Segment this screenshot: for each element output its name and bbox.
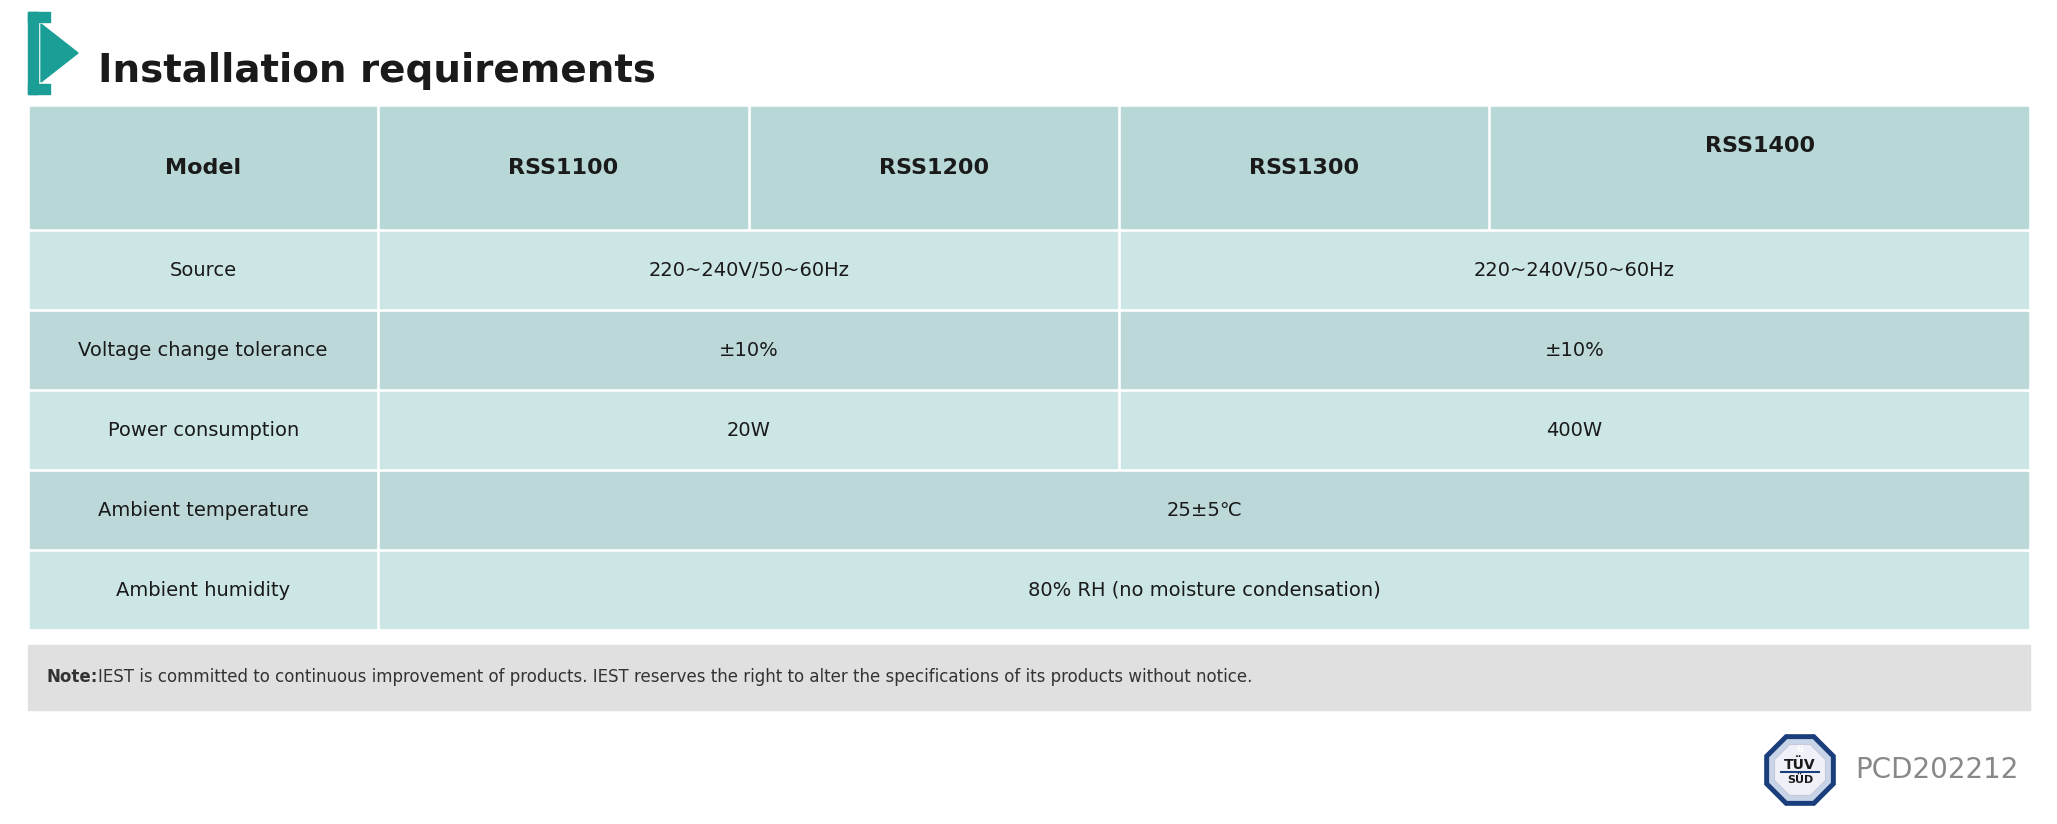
Bar — [1121, 107, 1487, 228]
Polygon shape — [1765, 735, 1835, 805]
Text: 80% RH (no moisture condensation): 80% RH (no moisture condensation) — [1028, 580, 1380, 600]
Text: Voltage change tolerance: Voltage change tolerance — [78, 340, 327, 359]
Text: ±10%: ±10% — [1545, 340, 1604, 359]
Bar — [1121, 232, 2028, 308]
Bar — [29, 84, 49, 94]
Bar — [381, 392, 1117, 468]
Bar — [29, 645, 2030, 710]
Text: RSS1300: RSS1300 — [1249, 157, 1360, 177]
Polygon shape — [1769, 739, 1831, 801]
Bar — [31, 552, 376, 628]
Bar — [31, 392, 376, 468]
Text: 220~240V/50~60Hz: 220~240V/50~60Hz — [648, 260, 850, 279]
Polygon shape — [41, 24, 78, 82]
Bar — [31, 312, 376, 388]
Text: PCD202212: PCD202212 — [1855, 756, 2018, 784]
Bar — [31, 232, 376, 308]
Text: Power consumption: Power consumption — [107, 420, 298, 439]
Text: SÜD: SÜD — [1788, 775, 1812, 785]
Bar — [381, 472, 2028, 548]
Bar — [751, 107, 1117, 228]
Text: ±10%: ±10% — [718, 340, 780, 359]
Text: 400W: 400W — [1547, 420, 1602, 439]
Text: 220~240V/50~60Hz: 220~240V/50~60Hz — [1475, 260, 1674, 279]
Bar — [1491, 107, 2028, 228]
Text: Model: Model — [165, 157, 241, 177]
Text: 20W: 20W — [726, 420, 771, 439]
Text: Source: Source — [169, 260, 237, 279]
Text: TÜV: TÜV — [1783, 758, 1816, 772]
Bar — [381, 312, 1117, 388]
Bar — [29, 12, 49, 22]
Text: IEST is committed to continuous improvement of products. IEST reserves the right: IEST is committed to continuous improvem… — [99, 668, 1253, 686]
Polygon shape — [1775, 745, 1825, 795]
Text: 25±5℃: 25±5℃ — [1166, 500, 1242, 519]
Bar — [381, 552, 2028, 628]
Text: Installation requirements: Installation requirements — [99, 52, 656, 90]
Bar — [1121, 392, 2028, 468]
Text: RSS1400: RSS1400 — [1705, 136, 1814, 156]
Bar — [31, 107, 376, 228]
Text: Note:: Note: — [45, 668, 97, 686]
Text: Ambient temperature: Ambient temperature — [99, 500, 309, 519]
Text: G: G — [1796, 745, 1804, 754]
Bar — [1121, 312, 2028, 388]
Text: RSS1200: RSS1200 — [878, 157, 989, 177]
Text: Ambient humidity: Ambient humidity — [115, 580, 290, 600]
Bar — [381, 107, 747, 228]
Bar — [381, 232, 1117, 308]
Bar — [29, 12, 37, 94]
Bar — [31, 472, 376, 548]
Text: RSS1100: RSS1100 — [508, 157, 619, 177]
